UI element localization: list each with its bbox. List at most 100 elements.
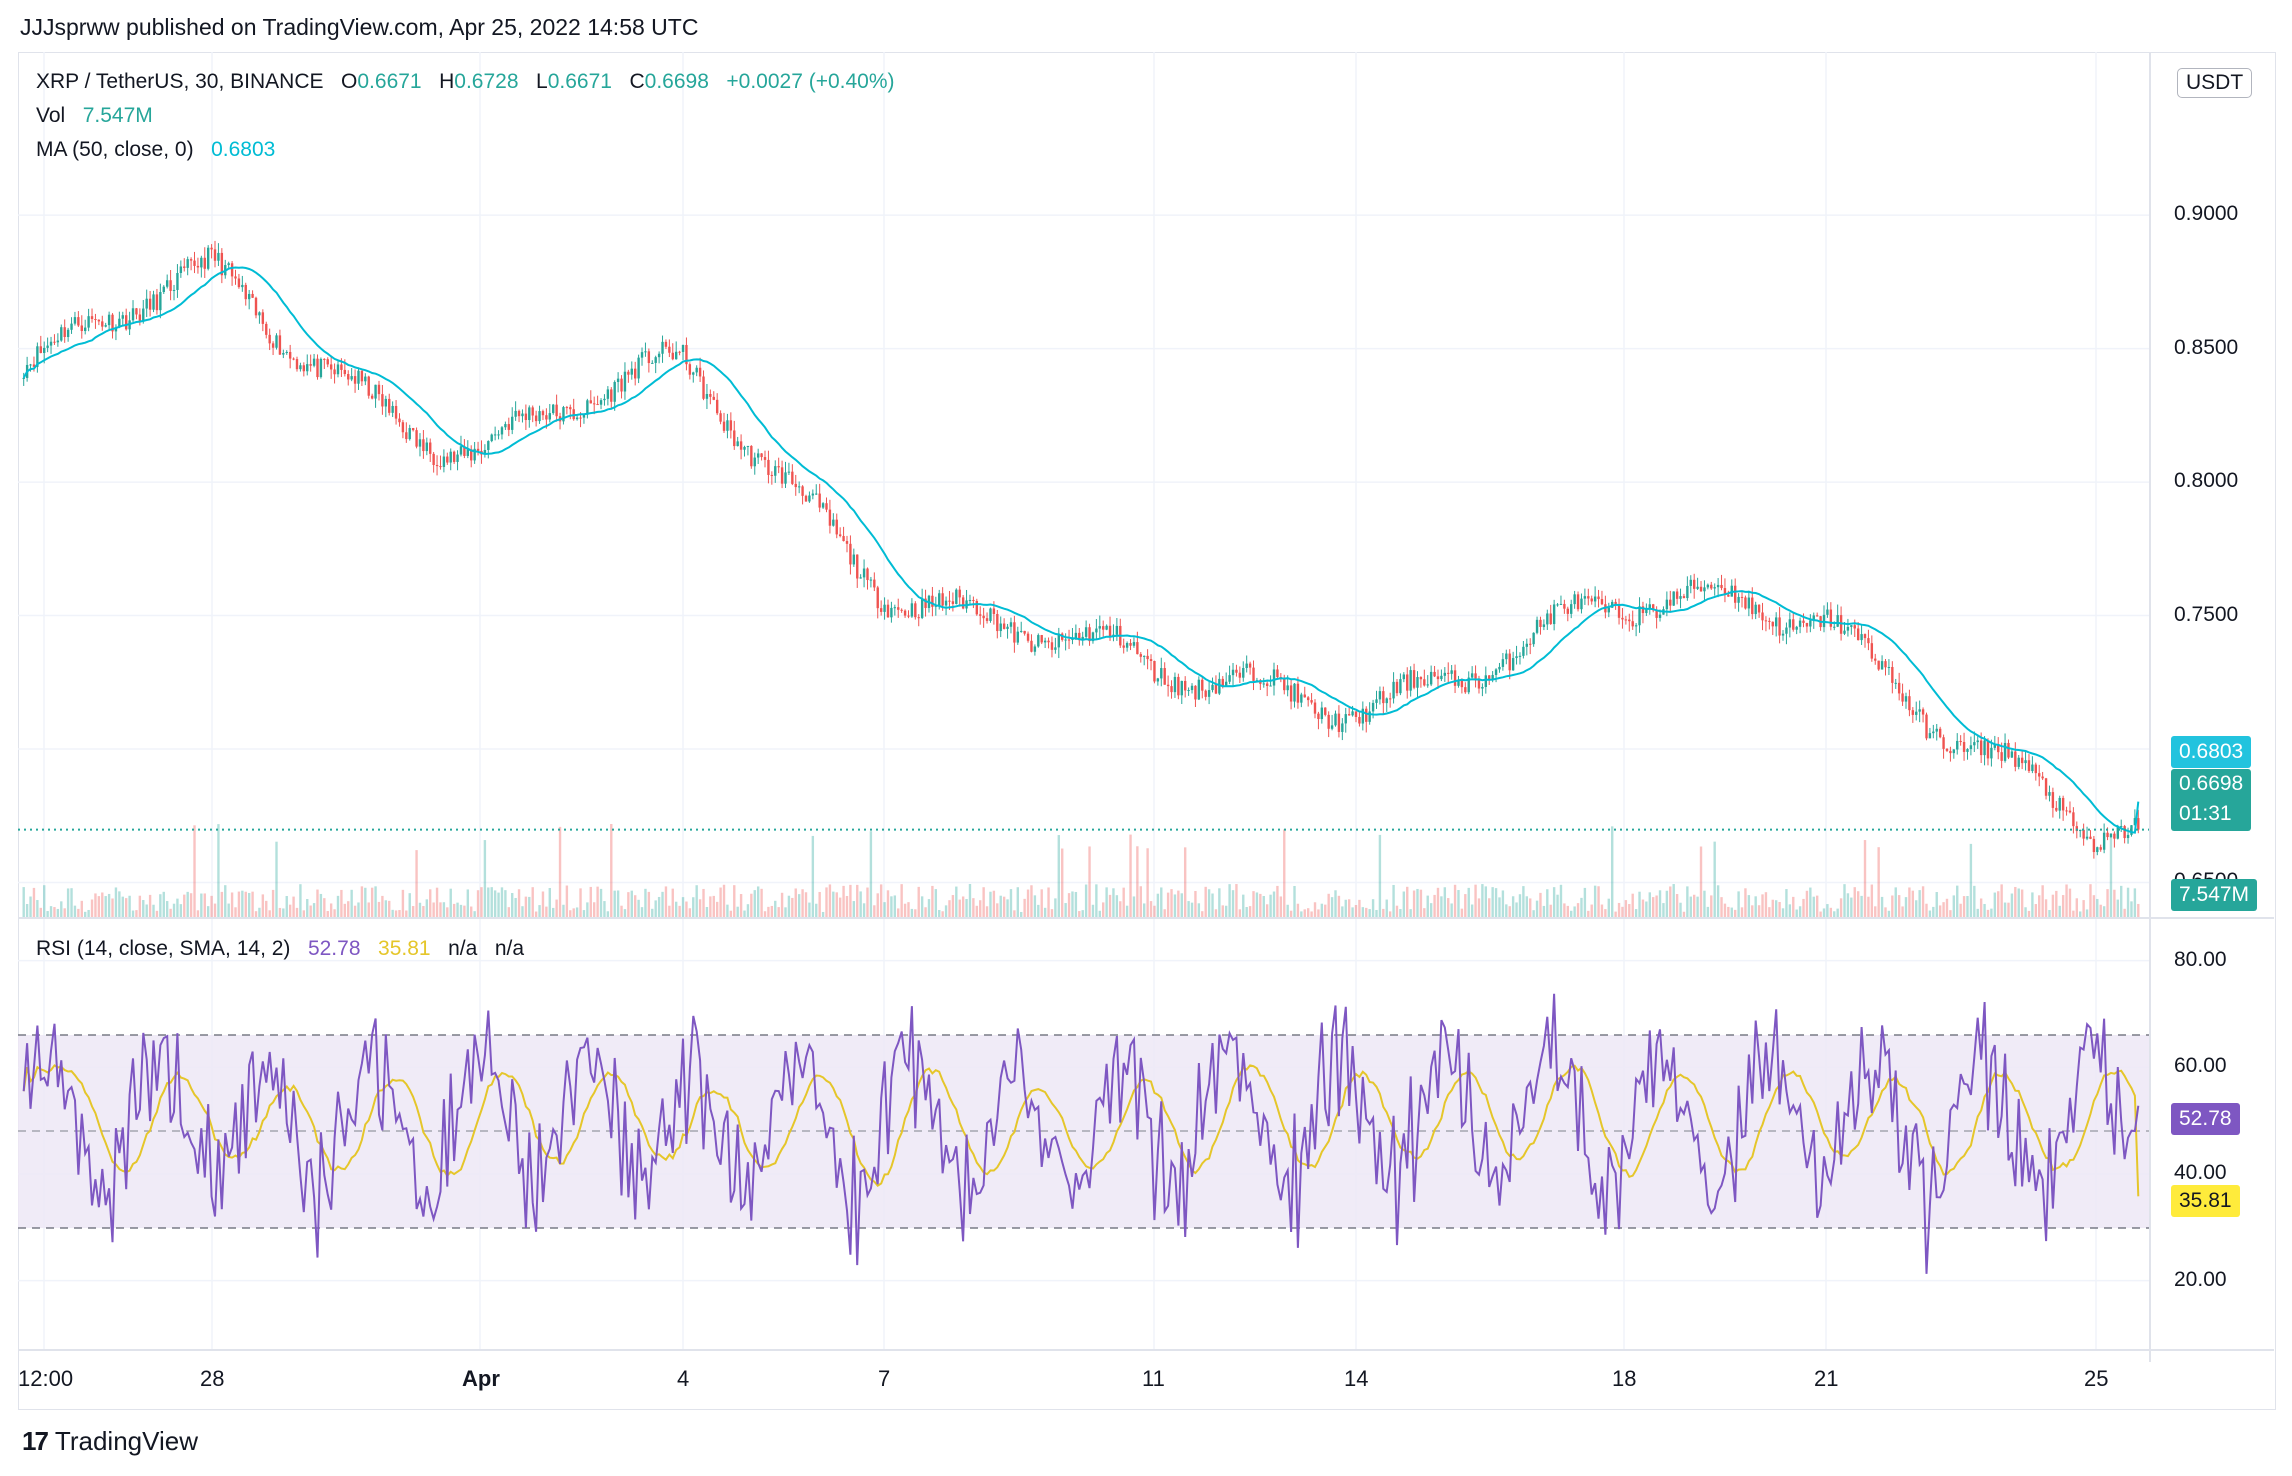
candle-body [2038,773,2041,777]
candle-body [2034,764,2038,774]
candle-body [309,364,312,366]
volume-bar [941,911,944,918]
price-tick-label: 0.8000 [2174,469,2239,493]
candle-body [1733,585,1737,603]
candle-body [155,294,159,311]
candle-body [1078,632,1081,641]
volume-bar [804,892,808,918]
volume-bar [1699,846,1703,918]
candle-body [104,325,107,327]
candle-body [1942,737,1945,749]
volume-bar [558,826,562,918]
candle-body [165,280,169,287]
time-tick-label: 11 [1142,1366,1165,1391]
volume-bar [1488,898,1491,918]
volume-bar [1997,891,2000,918]
candle-body [1436,676,1440,680]
volume-bar [80,900,83,918]
candle-body [767,459,770,475]
volume-bar [2113,889,2116,918]
candle-body [483,449,487,455]
candle-body [473,448,476,461]
volume-bar [1382,908,1385,918]
candle-body [1115,625,1119,635]
candle-body [364,376,367,382]
volume-bar [507,907,510,918]
volume-bar [569,910,572,918]
candle-body [1689,579,1692,586]
candle-body [176,273,179,290]
volume-bar [2044,899,2048,918]
candle-body [1361,708,1365,724]
volume-bar [1621,906,1624,918]
volume-bar [49,906,53,918]
volume-bar [934,889,938,918]
price-legend[interactable]: XRP / TetherUS, 30, BINANCE O0.6671 H0.6… [36,70,895,94]
candle-body [1488,675,1491,680]
candle-body [1590,598,1593,602]
candle-body [715,399,719,414]
volume-bar [1570,910,1573,918]
candle-body [203,257,206,269]
volume-bar [958,899,961,918]
volume-bar [1532,910,1535,918]
candle-body [1771,621,1774,627]
volume-bar [1819,911,1822,918]
candle-body [1956,740,1959,750]
candle-body [842,536,845,542]
volume-bar [1542,905,1546,918]
volume-bar [927,899,931,918]
volume-bar [1942,902,1945,918]
candle-body [1156,678,1160,682]
candle-body [1125,642,1129,648]
volume-bar [1317,909,1320,918]
time-tick-label: 14 [1344,1366,1369,1391]
candle-body [1894,682,1897,684]
volume-bar [1078,911,1081,918]
volume-bar [2106,889,2109,918]
candle-body [1406,674,1409,691]
candle-body [1880,661,1884,670]
candle-body [545,415,548,420]
volume-bar [1289,910,1293,918]
volume-bar [1559,884,1563,918]
volume-bar [1655,895,1658,918]
candle-body [756,453,760,458]
volume-bar [579,888,582,918]
rsi-legend[interactable]: RSI (14, close, SMA, 14, 2) 52.78 35.81 … [36,937,524,961]
volume-bar [285,896,288,918]
volume-bar [323,898,326,918]
candle-body [1634,625,1638,627]
candle-body [1149,659,1153,661]
time-tick-label: 12:00 [18,1366,74,1391]
currency-button[interactable]: USDT [2177,68,2253,98]
candle-body [299,365,302,370]
volume-bar [910,908,914,918]
candle-body [1546,613,1549,625]
volume-bar [1826,904,1829,918]
footer-brand[interactable]: 17 TradingView [22,1426,198,1457]
candle-body [343,369,347,375]
candle-body [1204,690,1207,697]
candle-body [1607,607,1610,613]
change-value: +0.0027 (+0.40%) [726,70,895,93]
ma-legend[interactable]: MA (50, close, 0) 0.6803 [36,138,275,162]
volume-bar [1385,899,1388,918]
symbol-label[interactable]: XRP / TetherUS, 30, BINANCE [36,70,324,93]
volume-bar [702,888,705,918]
candle-body [1843,630,1846,634]
candle-body [1863,634,1867,639]
candle-body [1491,674,1494,680]
candle-body [729,420,733,431]
candle-body [1624,619,1628,621]
candle-body [278,335,282,355]
volume-bar [2072,910,2075,918]
volume-bar [1778,902,1781,918]
volume-bar [25,904,29,918]
candle-body [118,318,121,328]
volume-legend[interactable]: Vol 7.547M [36,104,153,128]
volume-bar [1604,909,1607,918]
volume-bar [2041,885,2044,918]
candle-body [1559,603,1563,605]
